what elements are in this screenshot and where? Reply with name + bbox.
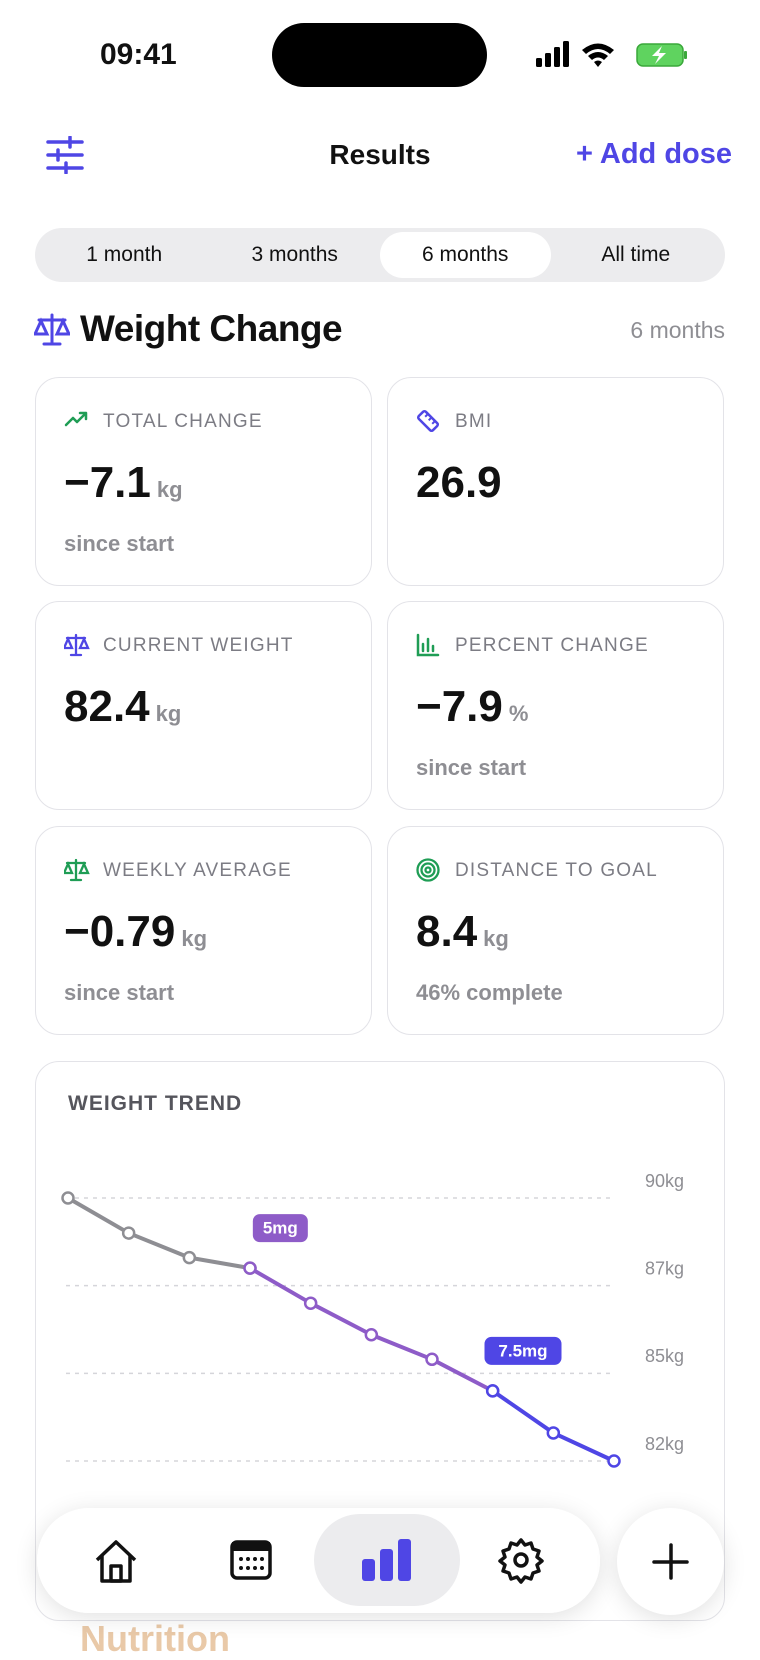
- y-tick-label: 87kg: [645, 1258, 684, 1278]
- stat-card: CURRENT WEIGHT 82.4 kg: [35, 601, 372, 810]
- card-note: since start: [64, 980, 175, 1005]
- card-value: −7.1: [64, 458, 151, 507]
- card-note: since start: [416, 755, 527, 780]
- point: [61, 1191, 75, 1205]
- stat-card: PERCENT CHANGE −7.9% since start: [387, 601, 724, 810]
- add-button[interactable]: [617, 1508, 724, 1615]
- point: [303, 1296, 318, 1310]
- period-tabs: 1 month 3 months 6 months All time: [35, 228, 725, 282]
- card-label: BMI: [455, 411, 493, 432]
- card-value: 82.4: [64, 682, 150, 731]
- section-period: 6 months: [630, 317, 725, 343]
- card-unit: kg: [155, 701, 182, 726]
- card-value-row: 26.9: [416, 458, 502, 508]
- stat-card: BMI 26.9: [387, 377, 724, 586]
- tab-bar-icons: [95, 1514, 544, 1606]
- dose-label: 5mg: [263, 1219, 298, 1238]
- card-value: 26.9: [416, 458, 502, 507]
- card-unit: kg: [156, 477, 183, 502]
- point: [182, 1250, 197, 1265]
- card-label: PERCENT CHANGE: [455, 635, 649, 656]
- stat-card: DISTANCE TO GOAL 8.4 kg 46% complete: [387, 826, 724, 1035]
- period-tab[interactable]: 3 months: [251, 243, 338, 266]
- card-note: since start: [64, 531, 175, 556]
- card-value-row: −7.9%: [416, 682, 528, 732]
- point: [485, 1384, 500, 1398]
- card-label: TOTAL CHANGE: [103, 411, 263, 432]
- dynamic-island: [272, 23, 487, 87]
- card-icon: [64, 633, 90, 657]
- next-section-title: Nutrition: [80, 1618, 230, 1659]
- calendar-tab[interactable]: [230, 1540, 272, 1580]
- point: [425, 1352, 439, 1367]
- dose-badge: [484, 1336, 562, 1365]
- filter-button[interactable]: [46, 136, 86, 174]
- card-value-row: −7.1 kg: [64, 458, 183, 508]
- card-value: −0.79: [64, 907, 176, 956]
- period-tab[interactable]: 1 month: [86, 243, 163, 266]
- stat-card: TOTAL CHANGE −7.1 kg since start: [35, 377, 372, 586]
- card-value-row: −0.79 kg: [64, 907, 207, 957]
- period-tab[interactable]: 6 months: [380, 232, 551, 278]
- tab-bar: [37, 1508, 600, 1613]
- card-icon: [416, 858, 440, 882]
- period-tab[interactable]: All time: [601, 243, 671, 266]
- status-icons: [536, 41, 687, 67]
- card-value-row: 82.4 kg: [64, 682, 181, 732]
- card-unit: %: [508, 701, 529, 726]
- point: [546, 1426, 561, 1440]
- add-dose-button[interactable]: + Add dose: [575, 138, 732, 170]
- y-tick-label: 90kg: [645, 1171, 684, 1191]
- line: [491, 1389, 615, 1463]
- card-label: DISTANCE TO GOAL: [455, 860, 658, 881]
- plus-icon: [652, 1543, 689, 1580]
- home-tab[interactable]: [95, 1540, 137, 1583]
- card-unit: kg: [181, 926, 208, 951]
- point: [364, 1328, 379, 1342]
- stat-card: WEEKLY AVERAGE −0.79 kg since start: [35, 826, 372, 1035]
- results-tab[interactable]: [314, 1514, 460, 1606]
- card-value: −7.9: [416, 682, 503, 731]
- point: [243, 1261, 257, 1275]
- header-title: Results: [329, 139, 431, 170]
- chart-card: [35, 1061, 725, 1621]
- dose-label: 7.5mg: [498, 1341, 547, 1360]
- scale-icon: [34, 313, 70, 346]
- card-unit: kg: [483, 926, 509, 951]
- card-value: 8.4: [416, 907, 478, 956]
- section-title: Weight Change: [80, 308, 343, 349]
- status-time: 09:41: [100, 38, 177, 71]
- card-icon: [416, 409, 440, 433]
- dose-badge: [252, 1214, 308, 1243]
- card-icon: [64, 411, 88, 427]
- card-value-row: 8.4 kg: [416, 907, 509, 957]
- line: [66, 1196, 251, 1271]
- card-note: 46% complete: [416, 980, 563, 1005]
- point: [607, 1454, 621, 1468]
- y-tick-label: 85kg: [645, 1346, 684, 1366]
- card-icon: [64, 858, 90, 882]
- chart-title: WEIGHT TREND: [68, 1092, 243, 1115]
- card-icon: [416, 633, 440, 657]
- point: [121, 1226, 136, 1240]
- settings-tab[interactable]: [498, 1538, 544, 1584]
- card-label: CURRENT WEIGHT: [103, 635, 294, 656]
- card-label: WEEKLY AVERAGE: [103, 860, 292, 881]
- y-tick-label: 82kg: [645, 1434, 684, 1454]
